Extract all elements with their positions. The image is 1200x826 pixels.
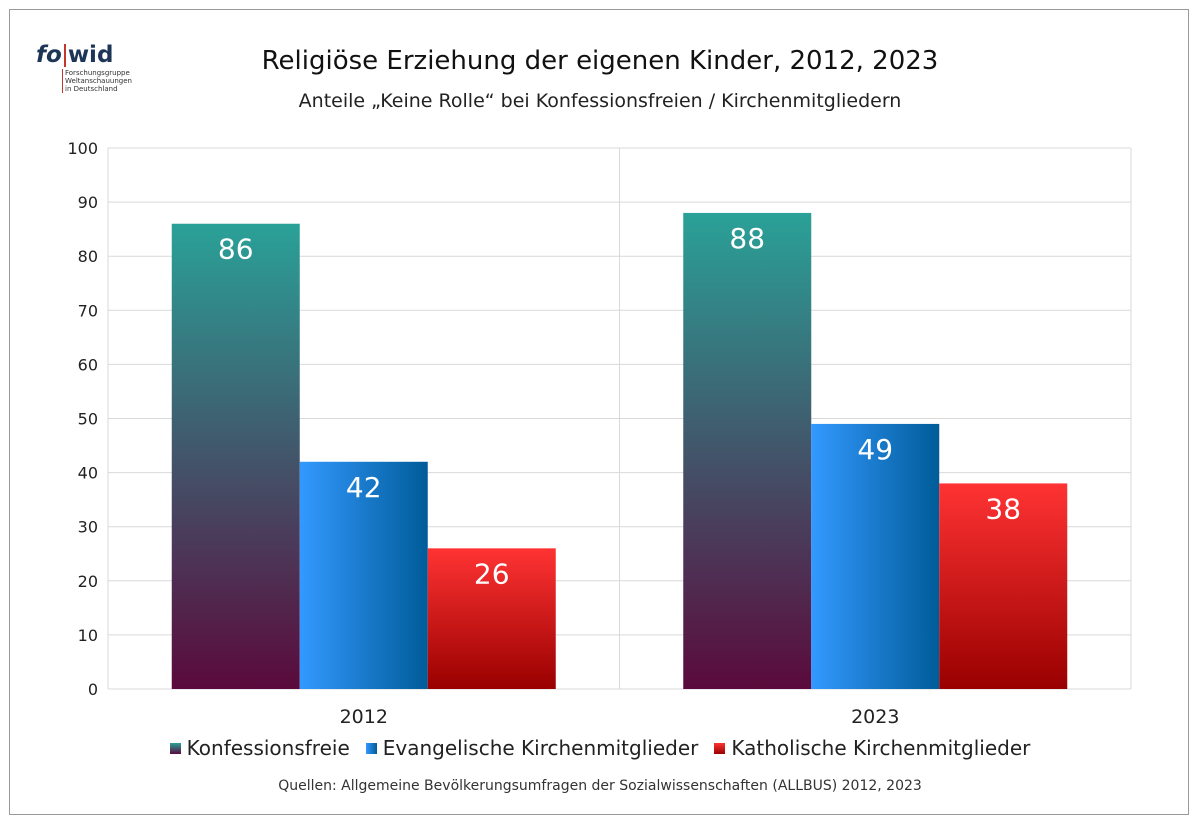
x-tick-label: 2023 [851, 706, 899, 728]
logo-text-left: fo [36, 42, 62, 68]
y-tick-label: 30 [78, 518, 98, 537]
legend-swatch [714, 742, 726, 754]
data-label: 88 [729, 222, 765, 255]
source-note: Quellen: Allgemeine Bevölkerungsumfragen… [278, 778, 922, 794]
legend-item-katholisch: Katholische Kirchenmitglieder [714, 736, 1030, 760]
chart-title: Religiöse Erziehung der eigenen Kinder, … [261, 46, 939, 76]
y-tick-label: 50 [78, 410, 98, 429]
y-axis-tick-labels: 0 10 20 30 40 50 60 70 80 90 100 [67, 139, 98, 699]
bar [171, 223, 300, 690]
chart-frame [9, 9, 1189, 815]
legend-label: Katholische Kirchenmitglieder [731, 736, 1031, 760]
data-label: 26 [474, 557, 510, 590]
bar [939, 483, 1068, 689]
logo-text-right: wid [63, 44, 113, 67]
legend-swatch [169, 742, 181, 754]
data-labels: 86 42 26 88 49 38 [218, 222, 1021, 590]
data-label: 86 [218, 233, 254, 266]
data-label: 38 [985, 492, 1021, 525]
y-tick-label: 0 [88, 680, 98, 699]
data-label: 42 [346, 471, 382, 504]
legend-label: Evangelische Kirchenmitglieder [382, 736, 699, 760]
chart-subtitle: Anteile „Keine Rolle“ bei Konfessionsfre… [298, 90, 902, 112]
y-tick-label: 20 [78, 572, 98, 591]
y-tick-label: 80 [78, 247, 98, 266]
data-label: 49 [857, 433, 893, 466]
chart-legend: Konfessionsfreie Evangelische Kirchenmit… [0, 736, 1200, 760]
y-tick-label: 60 [78, 355, 98, 374]
y-tick-label: 90 [78, 193, 98, 212]
bar [811, 423, 940, 689]
logo-subtitle-line: in Deutschland [65, 85, 118, 93]
x-tick-label: 2012 [340, 706, 388, 728]
logo-wordmark: fo wid [36, 44, 132, 67]
legend-swatch [365, 742, 377, 754]
y-tick-label: 100 [67, 139, 98, 158]
y-tick-label: 10 [78, 626, 98, 645]
y-tick-label: 40 [78, 464, 98, 483]
bar [299, 461, 428, 689]
fowid-logo: fo wid Forschungsgruppe Weltanschauungen… [36, 44, 132, 93]
bars [171, 212, 1068, 690]
legend-item-evangelisch: Evangelische Kirchenmitglieder [365, 736, 699, 760]
bar [683, 212, 812, 690]
x-axis-tick-labels: 2012 2023 [340, 706, 900, 728]
y-tick-label: 70 [78, 301, 98, 320]
logo-subtitle-line: Forschungsgruppe [65, 69, 130, 77]
logo-subtitle-line: Weltanschauungen [65, 77, 132, 85]
logo-subtitle: Forschungsgruppe Weltanschauungen in Deu… [62, 69, 132, 93]
legend-label: Konfessionsfreie [186, 736, 350, 760]
bar [427, 548, 556, 689]
legend-item-konfessionsfreie: Konfessionsfreie [169, 736, 350, 760]
